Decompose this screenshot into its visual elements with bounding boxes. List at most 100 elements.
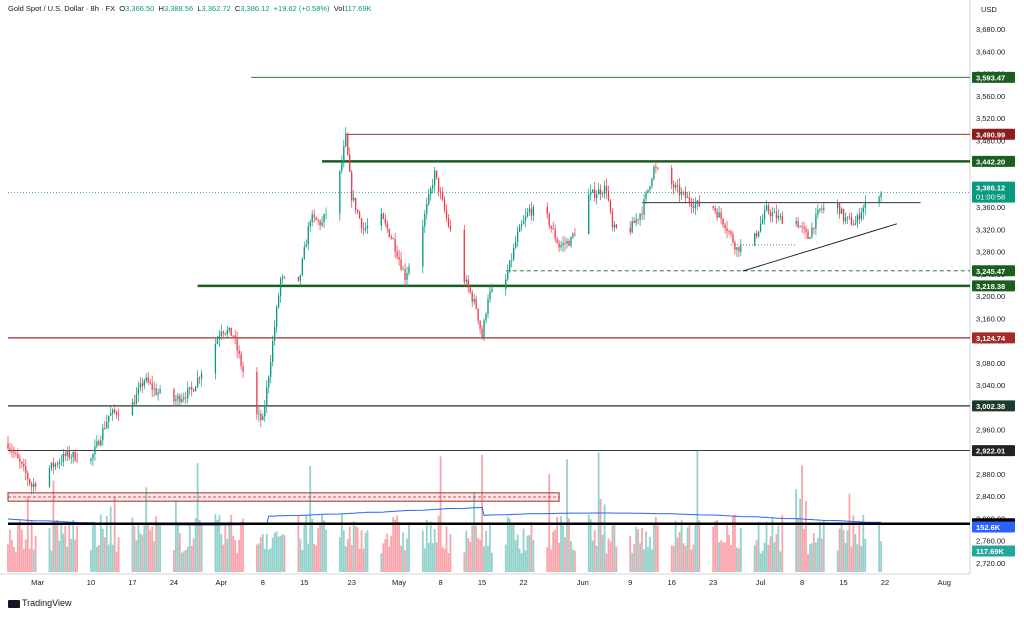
volume-bar — [473, 492, 476, 572]
candle-body — [432, 185, 434, 189]
branding: TradingView — [8, 598, 72, 608]
volume-bar — [672, 545, 675, 572]
candle-body — [345, 133, 347, 147]
volume-bar — [307, 543, 310, 572]
volume-bar — [570, 541, 572, 572]
volume-bar — [878, 522, 880, 572]
volume-bar — [94, 524, 96, 572]
volume-bar — [319, 522, 321, 572]
candle-body — [145, 377, 147, 381]
volume-bar — [690, 549, 693, 572]
level-price-label: 3,593.47 — [976, 73, 1005, 82]
candle-body — [550, 225, 552, 229]
volume-bar — [64, 525, 67, 572]
candle-body — [382, 213, 384, 219]
volume-bar — [220, 534, 223, 572]
volume-tag — [972, 545, 1015, 557]
candle-body — [268, 376, 270, 388]
volume-bar — [737, 548, 740, 572]
volume-bar — [609, 541, 612, 572]
candle-body — [133, 402, 136, 405]
volume-bar — [408, 522, 410, 572]
candle-body — [631, 221, 633, 233]
volume-bar — [593, 530, 596, 572]
volume-bar — [595, 545, 598, 572]
candle-body — [615, 224, 618, 228]
volume-bar — [186, 546, 189, 572]
candle-body — [62, 453, 64, 462]
volume-bar — [216, 519, 219, 572]
volume-bar — [736, 547, 738, 572]
y-tick-label: 2,840.00 — [976, 492, 1005, 501]
candle-body — [358, 212, 361, 219]
volume-bar — [348, 526, 351, 572]
volume-bar — [767, 544, 770, 572]
candle-body — [19, 458, 21, 462]
candle-body — [613, 224, 616, 228]
volume-bar — [230, 514, 233, 572]
candle-body — [228, 327, 230, 331]
volume-bar — [338, 537, 341, 572]
volume-bar — [92, 521, 94, 572]
y-tick-label: 2,960.00 — [976, 425, 1005, 434]
candle-body — [607, 191, 610, 201]
candle-body — [514, 242, 517, 248]
volume-bar — [724, 542, 726, 572]
volume-bar — [76, 525, 79, 572]
candle-body — [341, 161, 343, 171]
volume-bar — [688, 523, 691, 572]
volume-bar — [175, 501, 177, 572]
candle-body — [349, 154, 351, 173]
x-tick-label: Jun — [577, 578, 589, 587]
candle-body — [757, 231, 760, 237]
candle-body — [475, 298, 477, 309]
y-tick-label: 3,160.00 — [976, 314, 1005, 323]
candle-body — [846, 216, 849, 218]
volume-bar — [763, 542, 766, 572]
volume-bar — [815, 542, 817, 572]
candle-body — [50, 462, 53, 469]
volume-bar — [635, 526, 638, 572]
candle-body — [90, 458, 92, 462]
candle-body — [303, 247, 305, 259]
volume-bar — [72, 519, 75, 572]
volume-bar — [356, 527, 359, 572]
volume-bar — [860, 546, 863, 572]
level-price-tag — [972, 332, 1015, 344]
volume-bar — [58, 540, 61, 572]
volume-bar — [637, 529, 640, 572]
candle-body — [396, 251, 398, 258]
candle-body — [641, 213, 643, 215]
volume-bar — [518, 548, 521, 572]
candle-body — [315, 217, 317, 221]
candle-body — [321, 222, 323, 226]
candle-body — [724, 224, 726, 229]
candle-body — [281, 276, 284, 279]
volume-bar — [716, 519, 719, 572]
candle-body — [317, 220, 319, 221]
volume-bar — [423, 548, 426, 572]
candle-body — [301, 258, 303, 275]
candle-body — [56, 463, 59, 465]
candle-body — [682, 192, 685, 193]
candle-body — [684, 192, 687, 198]
candle-body — [797, 220, 799, 228]
volume-bar — [822, 520, 825, 572]
candle-body — [864, 202, 866, 208]
volume-bar — [303, 523, 306, 572]
candle-body — [110, 413, 112, 416]
candle-body — [48, 468, 51, 487]
candle-body — [430, 188, 432, 195]
volume-bar — [176, 524, 179, 572]
candle-body — [507, 272, 509, 280]
candle-body — [307, 226, 309, 245]
low-value: 3,362.72 — [201, 4, 231, 13]
level-price-label: 3,002.38 — [976, 402, 1005, 411]
candle-body — [428, 194, 430, 204]
volume-bar — [568, 518, 570, 572]
volume-bar — [670, 545, 673, 572]
candle-body — [878, 197, 880, 203]
candle-body — [131, 402, 134, 416]
